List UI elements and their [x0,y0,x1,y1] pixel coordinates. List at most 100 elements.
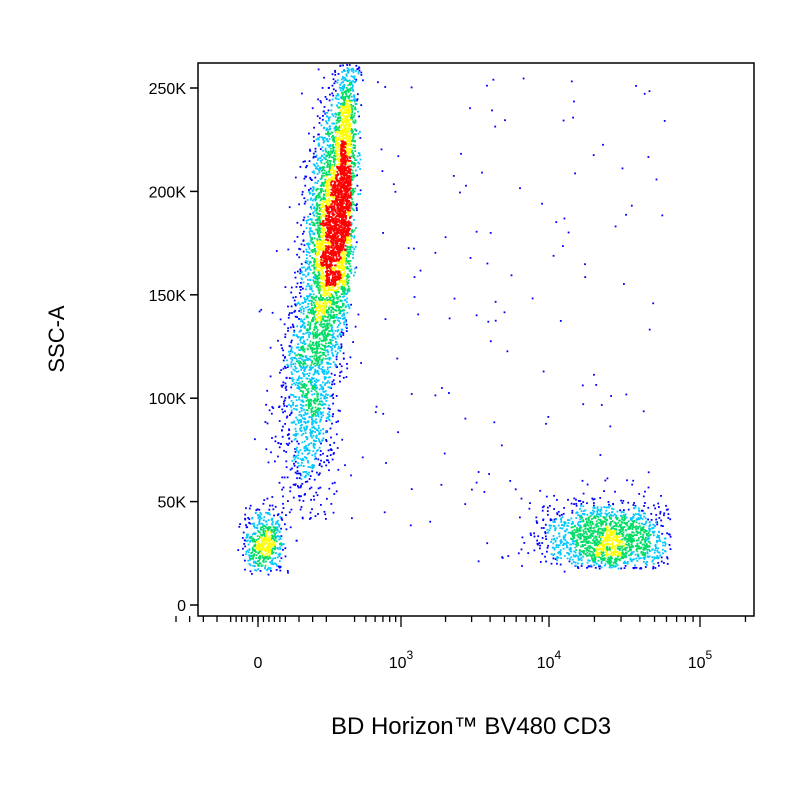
event-point [254,545,257,548]
event-point [312,444,315,447]
event-point [329,93,331,96]
event-point [635,513,637,515]
event-point [253,538,256,541]
event-point [347,95,350,98]
event-point [612,564,615,567]
event-point [259,511,262,514]
event-point [353,96,356,99]
event-point [290,357,292,360]
event-point [258,508,261,511]
event-point [544,532,547,535]
event-point [629,549,631,552]
event-point [612,562,615,564]
event-point [574,543,577,546]
event-point [626,561,629,563]
event-point [630,546,633,548]
event-point [292,363,295,365]
event-point [300,320,302,323]
event-point [638,547,641,550]
event-point [638,557,641,560]
event-point [322,127,325,130]
event-point [298,318,300,320]
event-point [334,365,337,368]
event-point [276,522,279,524]
event-point [641,529,644,532]
event-point [260,565,263,567]
event-point [562,245,564,247]
event-point [322,185,325,187]
event-point [298,422,300,424]
event-point [332,306,334,309]
event-point [303,197,306,200]
event-point [301,394,303,397]
event-point [303,273,305,276]
event-point [575,517,578,519]
event-point [286,366,289,368]
event-point [248,518,251,520]
event-point [325,370,328,373]
event-point [593,498,596,500]
event-point [353,163,355,165]
event-point [560,517,563,520]
event-point [313,386,316,389]
event-point [326,362,329,365]
event-point [350,272,353,274]
event-point [339,332,341,335]
event-point [355,70,357,72]
event-point [271,535,274,538]
event-point [321,411,324,414]
event-point [306,453,309,455]
event-point [347,71,350,74]
event-point [317,429,320,432]
event-point [354,144,357,147]
event-point [629,540,632,543]
event-point [312,366,314,369]
event-point [345,109,347,111]
event-point [326,144,329,147]
event-point [327,361,330,364]
event-point [579,549,581,552]
event-point [345,87,348,89]
event-point [312,298,315,300]
event-point [297,450,300,453]
event-point [320,413,322,416]
event-point [305,427,308,430]
event-point [591,550,593,553]
event-point [300,434,303,437]
event-point [295,367,298,370]
event-point [319,288,321,291]
event-point [318,243,321,246]
event-point [298,499,301,502]
event-point [312,214,315,217]
event-point [299,508,302,511]
event-point [553,508,555,510]
event-point [547,513,549,516]
event-point [323,106,326,108]
event-point [625,213,627,216]
event-point [316,345,319,348]
event-point [333,164,336,167]
event-point [338,126,340,129]
event-point [318,400,321,403]
event-point [314,389,316,391]
event-point [318,277,321,279]
event-point [254,544,257,547]
event-point [319,332,322,335]
event-point [309,340,312,343]
event-point [311,361,313,364]
event-point [314,452,317,455]
event-point [251,547,254,549]
event-point [306,243,308,245]
event-point [345,241,348,244]
event-point [315,358,318,361]
event-point [313,464,315,467]
event-point [618,547,620,550]
event-point [310,390,313,392]
event-point [316,243,318,245]
event-point [337,114,340,117]
event-point [577,544,580,546]
event-point [356,203,358,206]
event-point [309,279,312,281]
event-point [251,557,254,560]
event-point [397,155,400,158]
